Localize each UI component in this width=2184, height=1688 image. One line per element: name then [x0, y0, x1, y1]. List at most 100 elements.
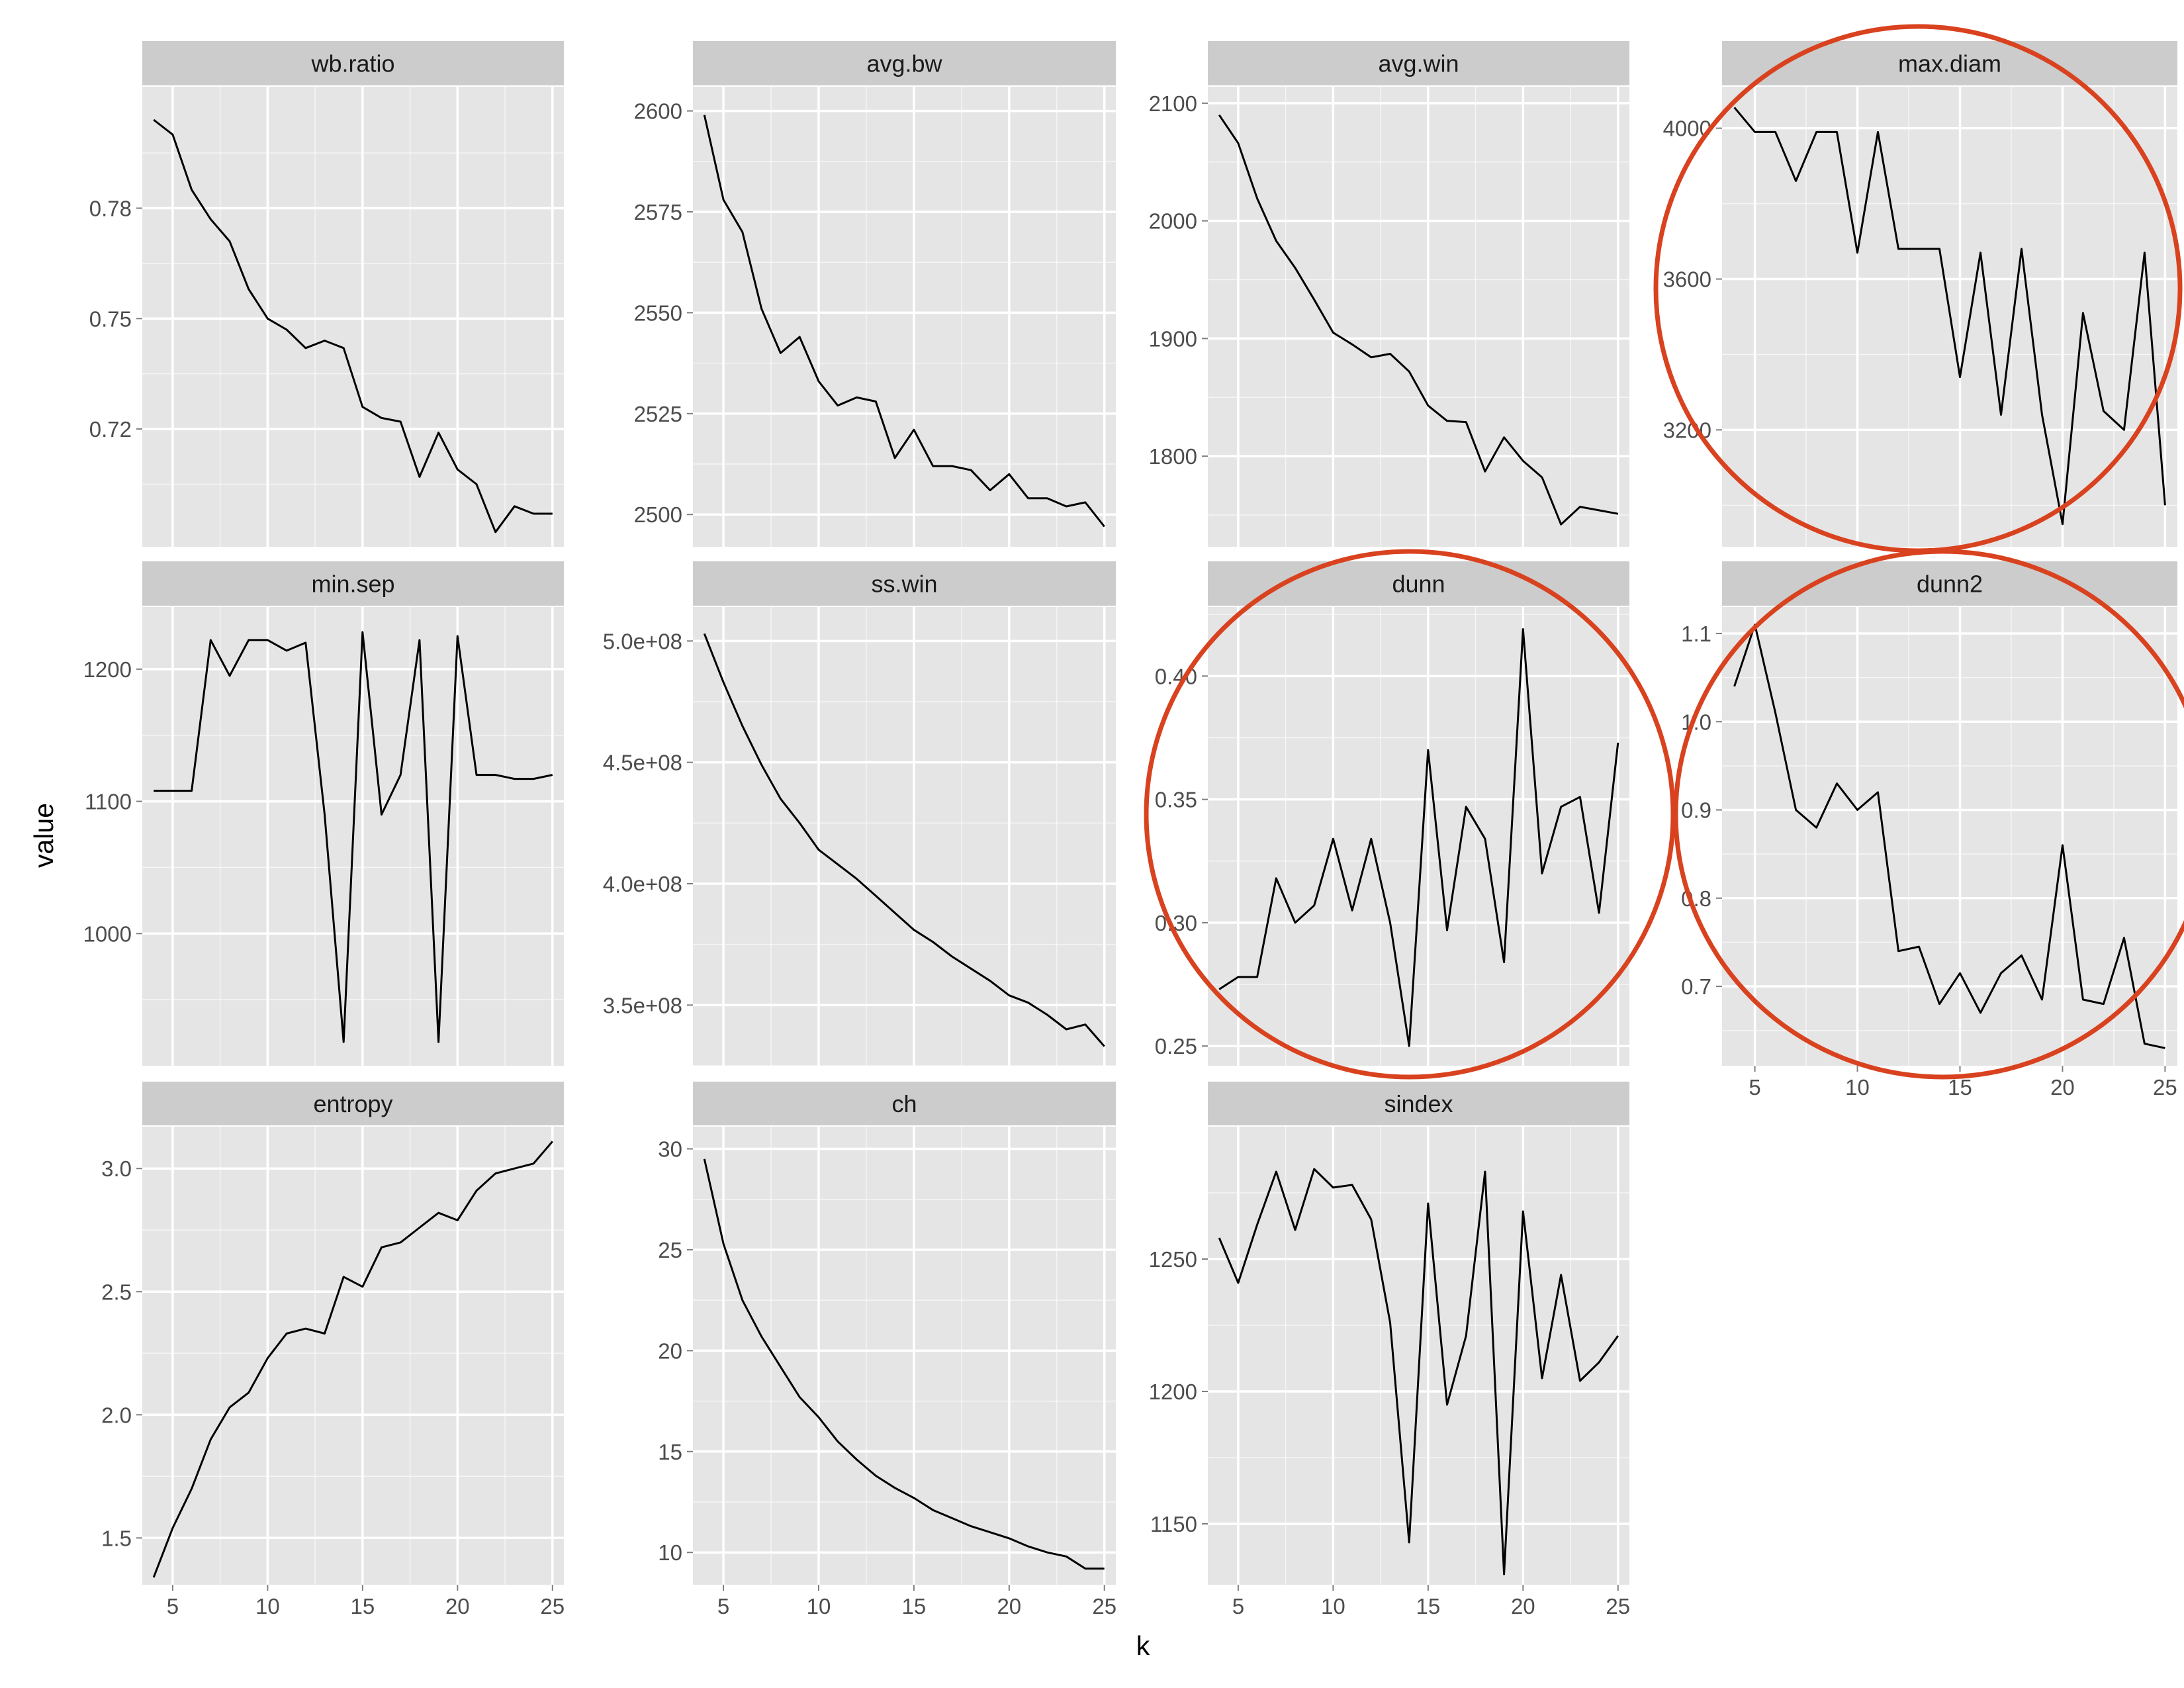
y-tick-label: 1250: [1149, 1247, 1197, 1272]
series-line-dunn: [1218, 628, 1619, 1047]
facet-strip: [693, 41, 1116, 85]
x-tick-label: 25: [1092, 1594, 1116, 1618]
y-tick-label: 2000: [1149, 209, 1197, 234]
y-tick-label: 2.5: [101, 1280, 132, 1304]
series-line-sindex: [1218, 1168, 1619, 1575]
panel-background: [693, 607, 1116, 1066]
y-tick-label: 3.5e+08: [603, 993, 682, 1017]
series-line-max-diam: [1733, 107, 2166, 526]
y-tick-label: 2525: [634, 402, 682, 426]
facet-strip-label: dunn: [1392, 571, 1445, 598]
y-tick-label: 0.75: [89, 306, 132, 331]
facet-strip: [693, 561, 1116, 606]
series-line-avg-bw: [703, 115, 1105, 528]
y-tick-label: 3.0: [101, 1156, 132, 1181]
facet-strip-label: avg.bw: [866, 50, 942, 77]
facet-panels: wb.ratio0.720.750.78avg.bw25002525255025…: [83, 41, 2177, 1618]
facet-panel-avg-bw: avg.bw 2500 2525 2550 2575 2600: [634, 41, 1116, 547]
facet-strip: [693, 1082, 1116, 1125]
facet-panel-wb-ratio: wb.ratio 0.72 0.75 0.78: [89, 41, 564, 547]
y-tick-label: 2.0: [101, 1403, 132, 1427]
facet-strip-label: ch: [891, 1090, 917, 1117]
facet-strip: [1722, 41, 2177, 85]
x-tick-label: 10: [807, 1594, 831, 1618]
annotation-circle-dunn2: [1673, 549, 2184, 1080]
x-tick-label: 25: [1606, 1594, 1630, 1618]
series-line-min-sep: [154, 631, 553, 1043]
y-tick-label: 1800: [1149, 444, 1197, 469]
x-axis-title: k: [1136, 1630, 1150, 1661]
x-tick-label: 15: [1416, 1594, 1440, 1618]
y-tick-label: 30: [658, 1137, 682, 1162]
x-tick-label: 5: [1749, 1075, 1760, 1100]
facet-panel-ch: ch 5 10 15 20 25 10 15 20 25 30: [658, 1082, 1116, 1618]
facet-panel-entropy: entropy 5 10 15 20 25 1.5 2.0 2.5 3.0: [101, 1082, 565, 1618]
y-tick-label: 20: [658, 1338, 682, 1363]
y-tick-label: 1150: [1150, 1512, 1197, 1536]
y-tick-label: 25: [658, 1238, 682, 1262]
facet-strip: [142, 41, 564, 85]
y-tick-label: 4.0e+08: [603, 872, 682, 896]
y-tick-label: 4.5e+08: [603, 751, 682, 775]
facet-panel-ss-win: ss.win 3.5e+08 4.0e+08 4.5e+08 5.0e+08: [603, 561, 1116, 1066]
series-line-wb-ratio: [153, 118, 553, 534]
y-tick-label: 1200: [1149, 1380, 1197, 1404]
x-tick-label: 20: [445, 1594, 470, 1618]
y-tick-label: 3600: [1663, 267, 1711, 292]
panel-background: [1208, 607, 1629, 1066]
series-line-avg-win: [1218, 114, 1619, 526]
facet-strip: [142, 1082, 564, 1125]
facet-strip: [1208, 1082, 1629, 1125]
y-tick-label: 0.25: [1155, 1034, 1197, 1058]
x-tick-label: 5: [717, 1594, 729, 1618]
y-tick-label: 1900: [1149, 326, 1197, 351]
x-tick-label: 10: [1845, 1075, 1870, 1100]
x-tick-label: 20: [1511, 1594, 1535, 1618]
y-tick-label: 0.7: [1681, 974, 1711, 999]
x-tick-label: 20: [2050, 1075, 2075, 1100]
facet-strip-label: dunn2: [1917, 571, 1983, 598]
panel-background: [693, 87, 1116, 547]
y-tick-label: 1.1: [1681, 622, 1711, 646]
panel-background: [1722, 607, 2177, 1066]
y-tick-label: 0.35: [1155, 788, 1197, 812]
x-tick-label: 15: [350, 1594, 375, 1618]
panel-background: [142, 1127, 564, 1585]
series-line-ch: [703, 1158, 1105, 1570]
facet-strip-label: sindex: [1384, 1090, 1453, 1117]
series-line-entropy: [152, 1141, 553, 1578]
series-line-dunn2: [1733, 624, 2165, 1049]
x-tick-label: 25: [2153, 1075, 2177, 1100]
panel-background: [1208, 87, 1629, 547]
y-axis-title: value: [28, 803, 59, 868]
facet-strip: [1722, 561, 2177, 606]
y-tick-label: 5.0e+08: [603, 629, 682, 653]
y-tick-label: 10: [658, 1540, 682, 1565]
facet-strip: [142, 561, 564, 606]
y-tick-label: 2500: [634, 502, 682, 527]
y-tick-label: 1200: [83, 657, 132, 682]
panel-background: [693, 1127, 1116, 1585]
y-tick-label: 0.9: [1681, 798, 1711, 823]
panel-background: [142, 87, 564, 547]
series-line-ss-win: [703, 633, 1105, 1047]
y-tick-label: 2600: [634, 99, 682, 124]
x-tick-label: 5: [1232, 1594, 1244, 1618]
y-tick-label: 1.5: [101, 1526, 132, 1550]
x-tick-label: 10: [1321, 1594, 1345, 1618]
y-tick-label: 2575: [634, 200, 682, 224]
x-tick-label: 25: [540, 1594, 565, 1618]
x-tick-label: 10: [255, 1594, 280, 1618]
y-tick-label: 1100: [85, 790, 132, 814]
y-tick-label: 2550: [634, 301, 682, 325]
facet-panel-min-sep: min.sep 1000 1100 1200: [83, 561, 564, 1066]
y-tick-label: 0.78: [89, 196, 132, 220]
facet-strip-label: entropy: [313, 1090, 392, 1117]
y-tick-label: 1000: [83, 921, 132, 946]
annotation-circles: [1144, 24, 2184, 1080]
facet-panel-avg-win: avg.win 1800 1900 2000 2100: [1149, 41, 1629, 547]
